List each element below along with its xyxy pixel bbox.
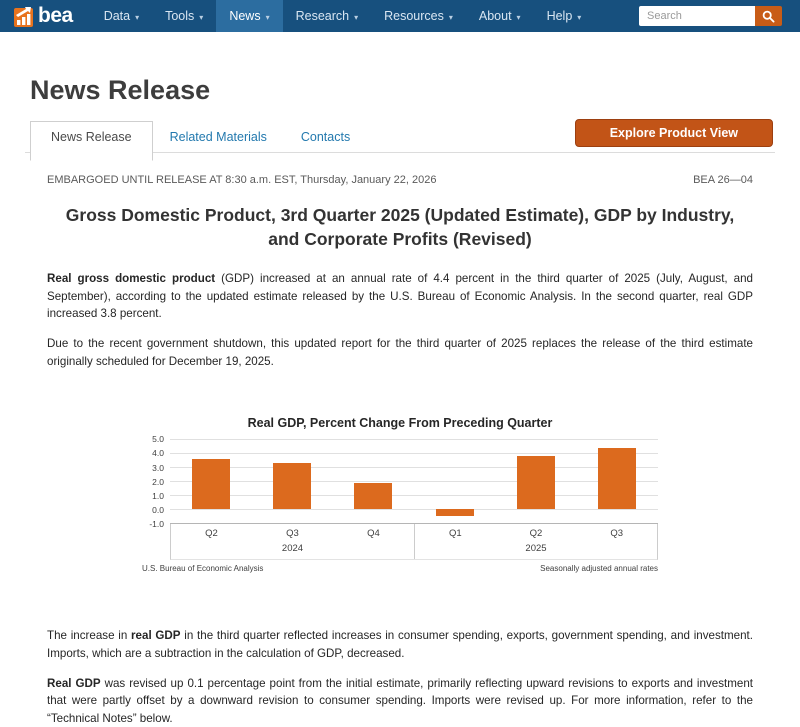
chevron-down-icon: ▾: [354, 12, 359, 22]
gridline: [170, 439, 658, 441]
tab-news-release[interactable]: News Release: [30, 121, 153, 161]
y-tick-label: 3.0: [152, 462, 164, 473]
bar-slot: [333, 439, 414, 523]
tab-contacts[interactable]: Contacts: [300, 130, 351, 144]
y-tick-label: 4.0: [152, 448, 164, 459]
gdp-bar-chart: Real GDP, Percent Change From Preceding …: [142, 416, 658, 573]
closing-paragraphs: The increase in real GDP in the third qu…: [47, 627, 753, 727]
release-number: BEA 26—04: [693, 174, 753, 186]
explore-product-view-button[interactable]: Explore Product View: [574, 119, 773, 147]
x-tick-label: Q3: [286, 528, 299, 540]
x-axis-year-label: 2024: [281, 543, 304, 555]
nav-item-data[interactable]: Data ▾: [91, 0, 152, 32]
chart-footnotes: U.S. Bureau of Economic Analysis Seasona…: [142, 564, 658, 573]
bar: [598, 447, 637, 510]
gridline: [170, 467, 658, 469]
chart-x-axis: Q2 Q3 Q4 2024 Q1 Q2 Q3 2025: [170, 524, 658, 561]
x-axis-group: Q2 Q3 Q4 2024: [171, 524, 414, 559]
x-axis-group: Q1 Q2 Q3 2025: [414, 524, 657, 560]
x-tick-label: Q3: [610, 528, 624, 540]
chevron-down-icon: ▾: [135, 12, 140, 22]
release-body: EMBARGOED UNTIL RELEASE AT 8:30 a.m. EST…: [47, 174, 753, 727]
y-tick-label: 2.0: [152, 476, 164, 487]
nav-item-tools[interactable]: Tools ▾: [152, 0, 216, 32]
main-content: News Release News Release Related Materi…: [0, 75, 800, 727]
chart-plot: [170, 439, 658, 525]
x-axis-year-label: 2025: [525, 543, 547, 555]
y-tick-label: -1.0: [149, 519, 164, 530]
nav-label: Data: [103, 9, 131, 23]
nav-item-resources[interactable]: Resources ▾: [371, 0, 466, 32]
chevron-down-icon: ▾: [448, 12, 453, 22]
nav-label: About: [478, 9, 512, 23]
x-tick-label: Q4: [367, 528, 380, 540]
bar: [272, 463, 311, 510]
chart-rates-note: Seasonally adjusted annual rates: [540, 564, 658, 574]
nav-label: Help: [546, 9, 573, 23]
nav-label: Resources: [384, 9, 444, 23]
x-tick-label: Q2: [529, 528, 543, 540]
gridline: [170, 509, 658, 511]
search-input[interactable]: [639, 6, 755, 26]
chart-plot-area: 5.0 4.0 3.0 2.0 1.0 0.0 -1.0: [142, 434, 658, 529]
gridline: [170, 453, 658, 455]
x-tick-label: Q2: [205, 528, 218, 540]
bea-logo[interactable]: bea: [14, 0, 73, 32]
y-tick-label: 5.0: [152, 434, 164, 445]
chevron-down-icon: ▾: [577, 12, 582, 22]
chart-y-axis: 5.0 4.0 3.0 2.0 1.0 0.0 -1.0: [142, 434, 170, 529]
nav-item-news[interactable]: News ▾: [216, 0, 283, 32]
chart-title: Real GDP, Percent Change From Preceding …: [247, 416, 553, 431]
bar-slot: [495, 439, 576, 523]
chart-bars: [170, 439, 658, 523]
nav-item-research[interactable]: Research ▾: [283, 0, 372, 32]
bea-chart-logo-icon: [14, 6, 35, 27]
y-tick-label: 0.0: [152, 505, 164, 516]
bar-slot: [251, 439, 332, 523]
chevron-down-icon: ▾: [199, 12, 204, 22]
intro-paragraphs: Real gross domestic product (GDP) increa…: [47, 270, 753, 370]
gridline: [170, 481, 658, 483]
paragraph: Due to the recent government shutdown, t…: [47, 337, 753, 368]
search-icon: [762, 10, 775, 23]
nav-label: News: [229, 9, 261, 23]
bar: [435, 509, 474, 517]
nav-item-help[interactable]: Help ▾: [534, 0, 595, 32]
tab-related-materials[interactable]: Related Materials: [169, 130, 267, 144]
bar-slot: [414, 439, 495, 523]
bar-slot: [577, 439, 658, 523]
release-meta-row: EMBARGOED UNTIL RELEASE AT 8:30 a.m. EST…: [47, 174, 753, 186]
bar: [354, 482, 393, 510]
search-button[interactable]: [755, 6, 782, 26]
paragraph: The increase in real GDP in the third qu…: [47, 629, 753, 660]
chart-source-note: U.S. Bureau of Economic Analysis: [142, 564, 264, 574]
tabs-row: News Release Related Materials Contacts …: [25, 119, 775, 161]
nav-item-about[interactable]: About ▾: [466, 0, 534, 32]
chevron-down-icon: ▾: [516, 12, 521, 22]
brand-name: bea: [38, 3, 73, 27]
search-bar: [639, 6, 782, 26]
nav-label: Tools: [165, 9, 195, 23]
gridline: [170, 495, 658, 497]
main-nav: Data ▾ Tools ▾ News ▾ Research ▾ Resources ▾ …: [91, 0, 595, 32]
y-tick-label: 1.0: [152, 490, 164, 501]
top-navbar: bea Data ▾ Tools ▾ News ▾ Research ▾ Resourc…: [0, 0, 800, 32]
paragraph: Real gross domestic product (GDP) increa…: [47, 272, 753, 321]
bar-slot: [170, 439, 251, 523]
x-tick-label: Q1: [448, 528, 462, 540]
bar: [191, 458, 230, 510]
bar: [516, 456, 555, 510]
chevron-down-icon: ▾: [265, 12, 270, 22]
release-headline: Gross Domestic Product, 3rd Quarter 2025…: [65, 205, 735, 249]
nav-label: Research: [295, 9, 350, 23]
embargo-text: EMBARGOED UNTIL RELEASE AT 8:30 a.m. EST…: [47, 174, 437, 186]
page-title: News Release: [30, 75, 211, 105]
paragraph: Real GDP was revised up 0.1 percentage p…: [47, 676, 753, 725]
